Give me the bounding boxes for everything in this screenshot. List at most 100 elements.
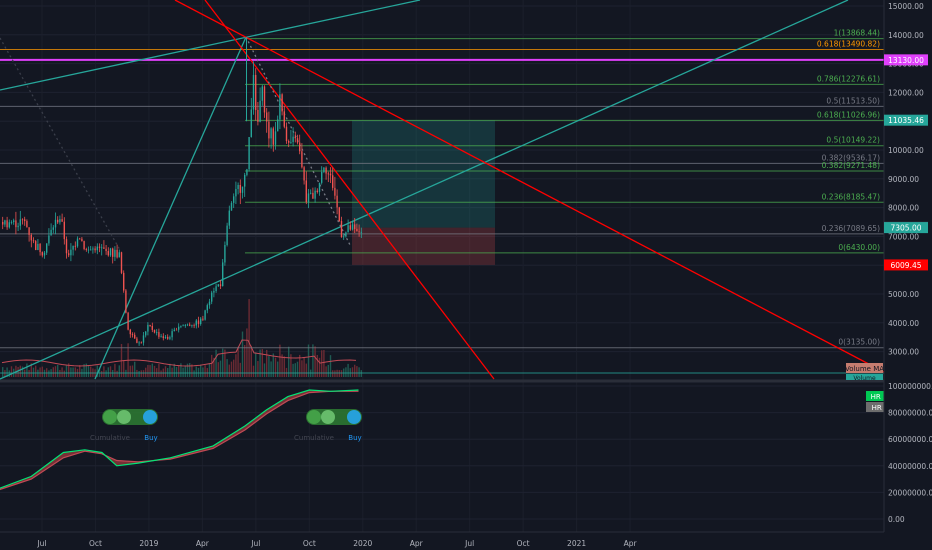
volume-bar	[41, 366, 43, 377]
candle-body	[35, 241, 37, 251]
candle-body	[120, 252, 123, 273]
volume-bar	[255, 352, 257, 377]
volume-bar	[87, 365, 90, 377]
volume-bar	[316, 354, 318, 377]
candle-body	[349, 225, 351, 230]
candle-body	[296, 138, 299, 143]
volume-bar	[26, 363, 28, 377]
candle-body	[321, 171, 323, 183]
candle-body	[145, 331, 147, 336]
volume-bar	[193, 370, 195, 377]
candle-body	[272, 128, 274, 145]
candle-body	[107, 251, 109, 256]
candle-body	[259, 100, 261, 122]
candle-body	[248, 137, 250, 170]
candle-body	[230, 202, 233, 211]
candle-body	[72, 245, 74, 250]
indicator-tick-label: 40000000.00	[888, 462, 932, 471]
signal-dot	[347, 410, 361, 424]
candle-body	[292, 136, 294, 142]
volume-bar	[65, 365, 68, 377]
candle-body	[4, 220, 6, 225]
candle-body	[345, 232, 347, 237]
volume-bar	[230, 361, 233, 377]
candle-body	[327, 173, 329, 175]
indicator-tick-label: 20000000.00	[888, 488, 932, 497]
candle-body	[70, 249, 72, 256]
candle-body	[281, 94, 283, 112]
candle-body	[290, 141, 292, 143]
candle-body	[160, 336, 162, 338]
candle-body	[162, 336, 164, 339]
volume-bar	[277, 361, 279, 377]
candle-body	[131, 334, 134, 335]
cumulative-label: Cumulative	[294, 434, 334, 442]
indicator-tick-label: 0.00	[888, 515, 905, 524]
price-badge	[884, 222, 928, 234]
volume-bar	[321, 350, 323, 377]
candle-body	[257, 109, 259, 122]
candle-body	[32, 240, 35, 242]
candle-body	[329, 173, 332, 176]
candle-body	[189, 324, 191, 326]
candle-body	[39, 243, 41, 253]
candle-body	[354, 224, 356, 229]
candle-body	[338, 207, 340, 222]
volume-bar	[105, 370, 107, 377]
volume-bar	[285, 367, 288, 377]
volume-bar	[338, 370, 340, 377]
candle-body	[195, 320, 197, 326]
fib-label: 0.786(12276.61)	[817, 74, 880, 83]
fib-levels: 1(13868.44)0.618(13490.82) 0.786(12276.61…	[0, 29, 884, 374]
candle-body	[6, 220, 8, 228]
price-badge	[884, 54, 928, 66]
candle-body	[85, 249, 87, 250]
indicator-tick-label: 60000000.00	[888, 435, 932, 444]
volume-bar	[17, 367, 19, 377]
volume-bar	[72, 367, 74, 377]
trend-line	[94, 36, 247, 380]
candle-body	[340, 221, 343, 238]
volume-bar	[30, 363, 32, 377]
candle-body	[156, 332, 158, 333]
volume-bar	[140, 370, 142, 377]
volume-bar	[186, 363, 189, 377]
price-badge-label: 6009.45	[890, 261, 921, 270]
volume-bar	[237, 346, 239, 377]
candle-body	[180, 326, 182, 327]
volume-bar	[358, 367, 360, 377]
volume-bar	[305, 363, 307, 377]
candle-body	[217, 284, 219, 287]
volume-bar	[39, 367, 41, 377]
time-tick-label: 2021	[567, 539, 586, 548]
candle-body	[136, 338, 138, 343]
candle-body	[98, 246, 101, 249]
candle-body	[310, 192, 312, 194]
time-tick-label: Jul	[36, 539, 46, 548]
buy-label: Buy	[348, 434, 361, 442]
volume-bar	[19, 365, 21, 377]
candle-body	[343, 236, 345, 238]
volume-bar	[131, 365, 134, 377]
candle-body	[112, 248, 114, 257]
volume-bar	[61, 367, 63, 377]
candle-body	[197, 320, 200, 325]
volume-ma-label: Volume MA	[845, 365, 884, 373]
volume-bar	[318, 357, 321, 377]
volume-bar	[235, 354, 237, 377]
volume-bar	[213, 357, 215, 377]
volume-bar	[228, 364, 230, 377]
candle-body	[277, 119, 279, 132]
volume-bar	[32, 367, 35, 377]
candle-body	[358, 231, 360, 233]
volume-bar	[6, 367, 8, 377]
volume-bar	[52, 367, 54, 377]
trend-line	[174, 0, 885, 373]
candle-body	[123, 272, 125, 291]
candle-body	[114, 249, 116, 257]
candle-body	[13, 220, 15, 223]
time-tick-label: Oct	[517, 539, 530, 548]
volume-bar	[215, 349, 217, 377]
candle-body	[109, 248, 112, 256]
